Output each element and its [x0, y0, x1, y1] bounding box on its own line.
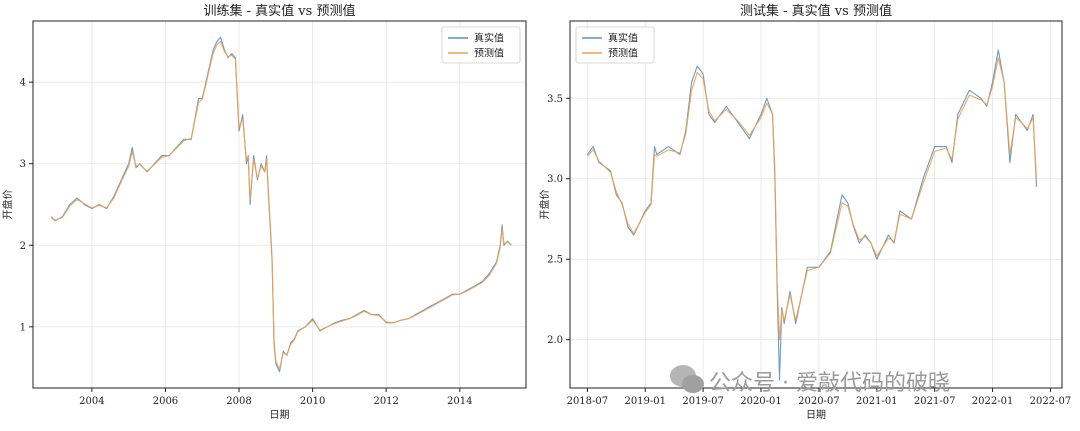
chart2-legend-label-0: 真实值 — [608, 32, 638, 45]
chart2-xtick-label-6: 2021-07 — [914, 396, 956, 407]
chart1-plot-frame — [32, 20, 527, 389]
chart1-xtick-label-1: 2006 — [153, 396, 178, 407]
chart2-ytick-label-0: 2.0 — [547, 335, 563, 346]
chart2-ytick-label-1: 2.5 — [547, 255, 563, 266]
chart1-xtick-label-2: 2008 — [226, 396, 251, 407]
chart1-ytick-label-0: 1 — [20, 322, 26, 333]
chart1-xtick-label-3: 2010 — [300, 396, 325, 407]
chart2-series-predicted-line — [586, 57, 1038, 341]
chart2-ytick-label-3: 3.5 — [547, 94, 563, 105]
chart2-xtick-label-2: 2019-07 — [682, 396, 724, 407]
chart2-legend-label-1: 预测值 — [608, 47, 638, 60]
chart1-title: 训练集 - 真实值 vs 预测值 — [204, 3, 356, 19]
chart2-xtick-label-8: 2022-07 — [1030, 396, 1072, 407]
chart2-ytick-label-2: 3.0 — [547, 174, 563, 185]
chart2-series-actual-line — [586, 49, 1038, 381]
chart1-legend-box — [441, 26, 521, 64]
chart1: 2004 2006 2008 2010 2012 2014 1 2 3 4 训练集 - 真实值 vs… — [1, 3, 527, 421]
chart1-ytick-label-2: 3 — [20, 159, 26, 170]
chart2-title: 测试集 - 真实值 vs 预测值 — [740, 3, 892, 19]
chart2: 2018-07 2019-01 2019-07 2020-01 2020-07 2021-… — [538, 3, 1071, 421]
wechat-icon-bubble-front — [682, 375, 704, 393]
chart1-legend-label-0: 真实值 — [474, 32, 504, 45]
chart2-xtick-label-7: 2022-01 — [972, 396, 1014, 407]
chart1-xtick-label-4: 2012 — [373, 396, 398, 407]
chart2-plot-frame — [569, 20, 1063, 389]
chart2-xlabel: 日期 — [806, 409, 826, 421]
chart2-xtick-label-0: 2018-07 — [567, 396, 609, 407]
chart1-ylabel: 开盘价 — [1, 190, 14, 220]
chart1-ytick-label-1: 2 — [20, 241, 26, 252]
chart2-xtick-label-4: 2020-07 — [798, 396, 840, 407]
chart1-legend-label-1: 预测值 — [474, 47, 504, 60]
chart2-legend-box — [575, 26, 655, 64]
watermark-text: 公众号 · 爱敲代码的破晓 — [709, 371, 950, 396]
chart1-xtick-label-5: 2014 — [447, 396, 472, 407]
chart1-ytick-label-3: 4 — [20, 78, 26, 89]
chart1-xlabel: 日期 — [270, 409, 290, 421]
chart2-xtick-label-5: 2021-01 — [856, 396, 898, 407]
chart1-xtick-label-0: 2004 — [79, 396, 104, 407]
chart1-series-predicted-line — [51, 40, 512, 370]
chart2-xtick-label-1: 2019-01 — [624, 396, 666, 407]
chart1-series-actual-line — [50, 36, 512, 373]
chart2-xtick-label-3: 2020-01 — [740, 396, 782, 407]
chart2-ylabel: 开盘价 — [538, 190, 551, 220]
watermark: 公众号 · 爱敲代码的破晓 — [670, 365, 950, 396]
